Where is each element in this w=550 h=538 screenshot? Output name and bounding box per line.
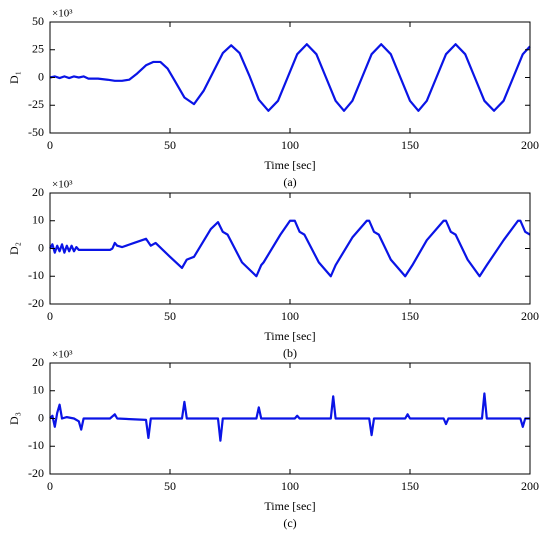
y-tick-label: 20 (32, 355, 44, 369)
y-tick-label: -20 (28, 466, 44, 480)
data-line (49, 43, 531, 112)
data-line (49, 392, 530, 442)
y-axis-label: D₃ (7, 412, 21, 425)
x-tick-label: 50 (164, 309, 176, 323)
x-tick-label: 150 (401, 479, 419, 493)
x-axis-label: Time [sec] (264, 329, 315, 343)
x-tick-label: 200 (521, 479, 539, 493)
y-tick-label: 50 (32, 14, 44, 28)
x-tick-label: 100 (281, 479, 299, 493)
y-tick-label: 0 (38, 69, 44, 83)
x-tick-label: 100 (281, 309, 299, 323)
y-tick-label: 0 (38, 410, 44, 424)
caption: (a) (283, 175, 296, 189)
x-tick-label: 50 (164, 138, 176, 152)
y-axis-label: D₁ (7, 71, 21, 84)
y-multiplier: ×10³ (52, 179, 73, 191)
x-tick-label: 150 (401, 138, 419, 152)
plot-frame (49, 21, 531, 134)
y-tick-label: -25 (28, 97, 44, 111)
x-tick-label: 0 (47, 479, 53, 493)
x-tick-label: 0 (47, 138, 53, 152)
y-tick-label: 0 (38, 240, 44, 254)
y-tick-label: 25 (32, 42, 44, 56)
y-tick-label: -50 (28, 125, 44, 139)
plot-frame (49, 192, 531, 305)
y-axis-label: D₂ (7, 242, 21, 255)
caption: (b) (283, 346, 297, 360)
y-multiplier: ×10³ (52, 8, 73, 20)
data-line (49, 219, 531, 278)
x-axis-label: Time [sec] (264, 499, 315, 513)
x-tick-label: 50 (164, 479, 176, 493)
x-tick-label: 200 (521, 309, 539, 323)
x-tick-label: 100 (281, 138, 299, 152)
y-tick-label: 20 (32, 185, 44, 199)
y-tick-label: -10 (28, 438, 44, 452)
x-tick-label: 0 (47, 309, 53, 323)
y-tick-label: -10 (28, 268, 44, 282)
y-multiplier: ×10³ (52, 349, 73, 361)
caption: (c) (283, 516, 296, 530)
x-tick-label: 150 (401, 309, 419, 323)
y-tick-label: -20 (28, 296, 44, 310)
y-tick-label: 10 (32, 213, 44, 227)
x-tick-label: 200 (521, 138, 539, 152)
y-tick-label: 10 (32, 383, 44, 397)
x-axis-label: Time [sec] (264, 158, 315, 172)
